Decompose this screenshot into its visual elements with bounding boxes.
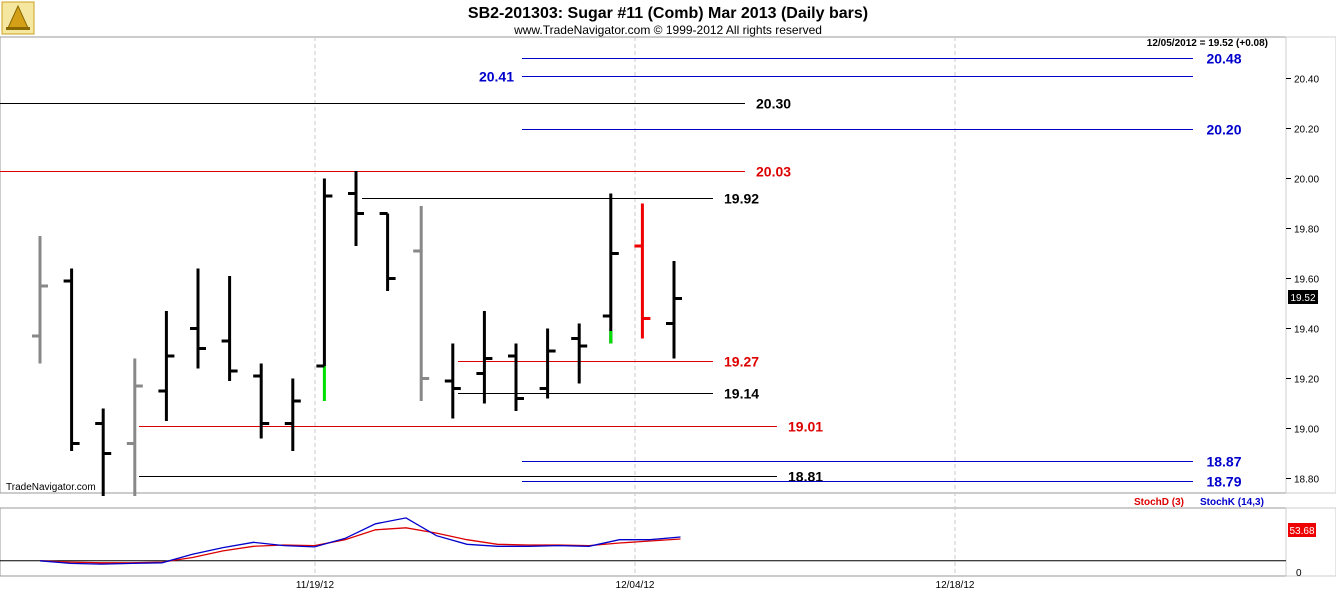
level-label: 20.48 (1206, 51, 1241, 67)
ohlc-bar (316, 178, 333, 401)
level-label: 19.14 (724, 386, 759, 402)
level-label: 20.20 (1206, 122, 1241, 138)
ohlc-bar (284, 378, 301, 451)
price-tick-label: 19.40 (1294, 325, 1319, 336)
stoch-zero-tick: 0 (1296, 568, 1302, 579)
level-label: 20.41 (479, 69, 514, 85)
level-label: 20.03 (756, 164, 791, 180)
support-resistance-levels: 20.48 20.41 20.30 20.20 20.03 19.92 19.27 19.14… (0, 51, 1242, 490)
level-label: 19.92 (724, 191, 759, 207)
current-price-badge (1288, 290, 1318, 304)
price-tick-label: 18.80 (1294, 475, 1319, 486)
ohlc-bar (413, 206, 430, 401)
ohlc-bar (476, 311, 493, 404)
ohlc-bar (666, 261, 682, 359)
watermark-text: TradeNavigator.com (6, 482, 96, 493)
ohlc-bar (634, 203, 651, 339)
ohlc-bar (63, 268, 80, 451)
level-label: 18.87 (1206, 454, 1241, 470)
current-price-label: 19.52 (1290, 293, 1315, 304)
ohlc-bar (158, 311, 175, 421)
ohlc-bar (571, 323, 588, 384)
ohlc-bar (126, 358, 143, 496)
stoch-d-legend: StochD (3) (1134, 497, 1184, 508)
chart-title: SB2-201303: Sugar #11 (Comb) Mar 2013 (D… (468, 5, 868, 22)
level-label: 19.01 (788, 419, 823, 435)
ohlc-bar (32, 236, 48, 364)
date-axis-ticks: 11/19/12 12/04/12 12/18/12 (296, 580, 975, 591)
stoch-value-badge (1288, 523, 1316, 537)
ohlc-bar (508, 343, 524, 411)
stoch-k-line (39, 517, 681, 565)
price-bars (32, 171, 682, 496)
date-tick-label: 11/19/12 (296, 580, 335, 591)
price-tick-label: 20.20 (1294, 125, 1319, 136)
ohlc-bar (444, 343, 461, 419)
stochastic-lines (0, 517, 1286, 565)
price-tick-label: 19.60 (1294, 275, 1319, 286)
price-tick-label: 19.80 (1294, 225, 1319, 236)
ohlc-bar (253, 363, 270, 439)
price-tick-label: 20.40 (1294, 75, 1319, 86)
stochastic-axis (1285, 507, 1336, 577)
level-label: 18.79 (1206, 474, 1241, 490)
date-tick-label: 12/18/12 (936, 580, 975, 591)
price-axis-ticks: 20.40 20.20 20.00 19.80 19.60 19.40 19.20 19.00… (1286, 75, 1319, 486)
price-tick-label: 19.00 (1294, 425, 1319, 436)
ohlc-bar (602, 193, 619, 344)
ohlc-bar (190, 268, 206, 369)
grid-lines (314, 37, 956, 576)
price-axis (1285, 36, 1336, 494)
ohlc-bar (95, 408, 112, 496)
price-tick-label: 20.00 (1294, 175, 1319, 186)
level-label: 19.27 (724, 354, 759, 370)
stoch-k-legend: StochK (14,3) (1200, 497, 1264, 508)
trade-navigator-logo-icon[interactable] (1, 1, 35, 35)
stoch-value-label: 53.68 (1289, 526, 1314, 537)
price-tick-label: 19.20 (1294, 375, 1319, 386)
date-tick-label: 12/04/12 (616, 580, 655, 591)
ohlc-bar (221, 276, 238, 381)
level-label: 18.81 (788, 469, 823, 485)
level-label: 20.30 (756, 96, 791, 112)
ohlc-bar (379, 212, 396, 291)
copyright-subtitle: www.TradeNavigator.com © 1999-2012 All r… (513, 23, 822, 37)
ohlc-bar (348, 171, 364, 246)
ohlc-bar (539, 328, 556, 399)
last-price-info: 12/05/2012 = 19.52 (+0.08) (1147, 38, 1268, 49)
